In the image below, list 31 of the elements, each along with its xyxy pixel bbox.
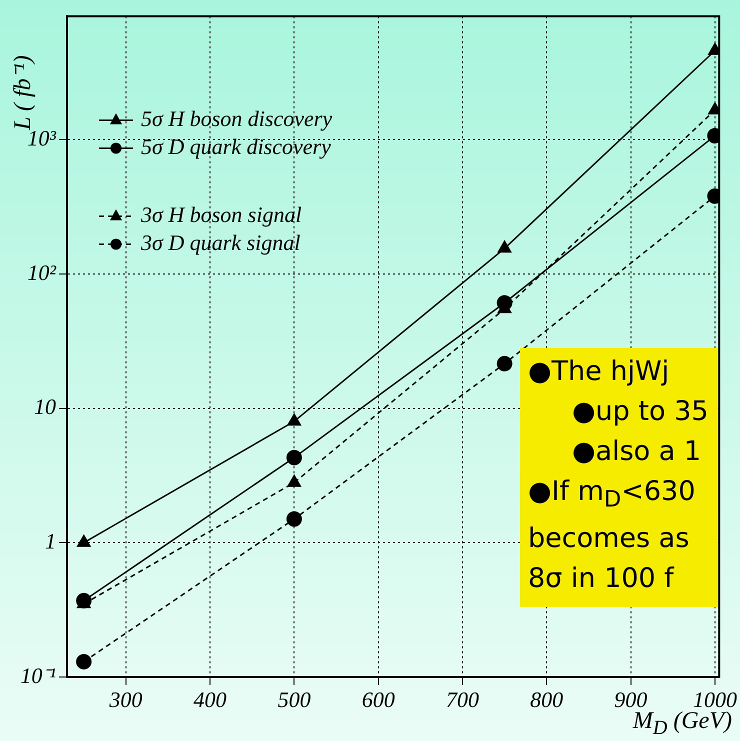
point <box>287 474 302 487</box>
x-tick-label: 300 <box>108 686 142 712</box>
y-tick-label: 10⁻¹ <box>20 662 56 688</box>
x-tick-label: 800 <box>530 686 564 712</box>
point <box>496 295 512 311</box>
annotation: ●also a 1 <box>571 435 702 469</box>
y-tick-label: 10 <box>34 394 56 420</box>
x-tick-label: 500 <box>278 686 311 712</box>
legend-label: 5σ H boson discovery <box>141 106 332 131</box>
y-tick-label: 1 <box>45 528 56 554</box>
point <box>76 654 92 670</box>
point <box>498 240 512 253</box>
point <box>77 534 91 547</box>
annotation: becomes as <box>528 522 690 556</box>
legend-label: 5σ D quark discovery <box>141 134 332 159</box>
annotation: ●If m$_{D}$<630 <box>528 475 696 514</box>
legend-label: 3σ H boson signal <box>140 202 302 227</box>
annotation: ●up to 35 <box>571 395 708 429</box>
x-tick-label: 400 <box>194 686 227 712</box>
x-tick-label: 700 <box>446 686 479 712</box>
annotation: ●The hjWj <box>528 355 670 389</box>
point <box>286 511 302 527</box>
point <box>286 450 302 466</box>
point <box>287 414 302 426</box>
y-tick-label: 10² <box>27 260 56 285</box>
y-axis-title: L ( fb⁻¹) <box>9 55 37 130</box>
point <box>76 592 92 608</box>
point <box>496 356 512 372</box>
legend-label: 3σ D quark signal <box>140 230 300 255</box>
annotation: 8σ in 100 f <box>528 562 676 596</box>
x-tick-label: 600 <box>362 686 395 712</box>
